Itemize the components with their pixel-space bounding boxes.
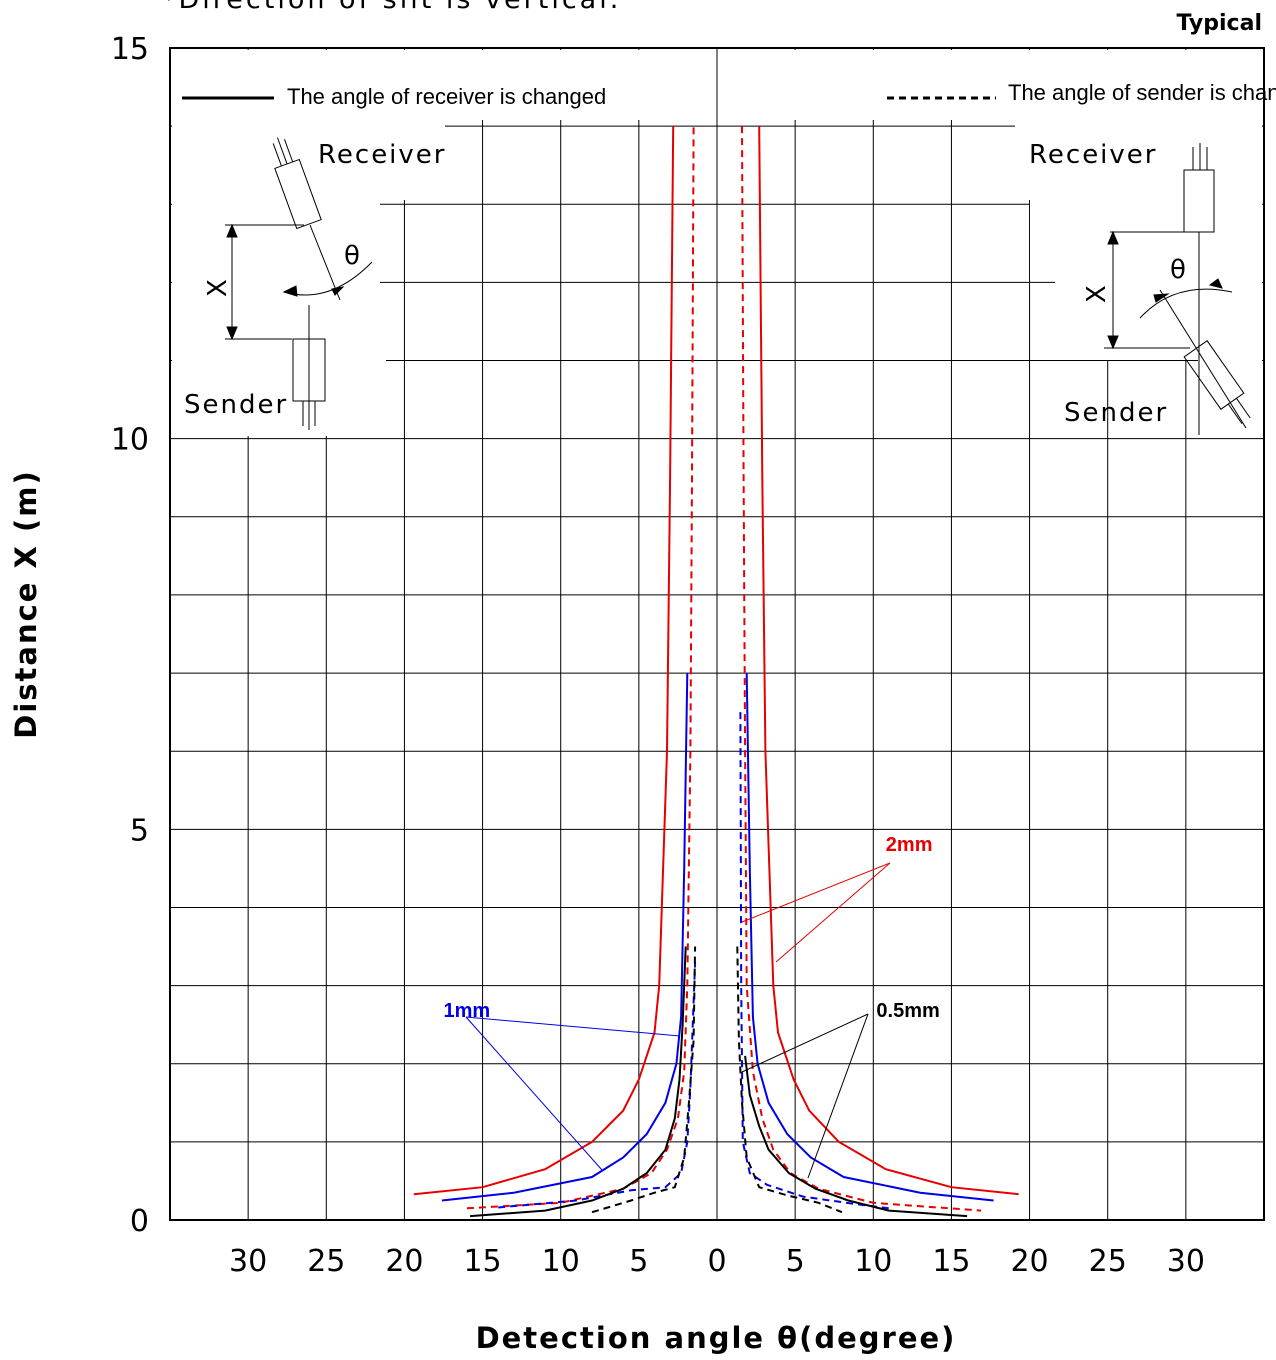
plot-frame [169, 47, 1265, 1221]
x-tick-label: 25 [307, 1244, 345, 1279]
x-tick-label: 15 [932, 1244, 970, 1279]
legend-dashed-text: The angle of sender is changed [1008, 80, 1276, 105]
series-labels: 2mm 1mm 0.5mm [444, 834, 940, 1022]
x-tick-label: 10 [854, 1244, 892, 1279]
x-tick-label: 15 [463, 1244, 501, 1279]
series-2mm-solid-right [758, 126, 1019, 1196]
series-1mm-dashed-right [739, 712, 890, 1210]
receiver-angle-diagram: Receiver X θ Sender [184, 137, 446, 430]
x-tick-label: 25 [1089, 1244, 1127, 1279]
series-2mm-dashed-right [741, 126, 982, 1212]
y-tick-label: 10 [111, 423, 149, 458]
x-tick-label: 5 [786, 1244, 805, 1279]
series-label-1mm: 1mm [444, 1000, 491, 1022]
y-tick-label: 0 [130, 1204, 149, 1239]
diagram-left-receiver-body [272, 137, 322, 230]
x-tick-label: 20 [1010, 1244, 1048, 1279]
x-tick-label: 20 [385, 1244, 423, 1279]
x-tick-label: 10 [542, 1244, 580, 1279]
series-1mm-dashed-left [498, 962, 697, 1209]
diagram-left-sender-body [292, 338, 326, 402]
series-0-5mm-solid-left [470, 946, 687, 1218]
diagram-right-theta-label: θ [1170, 255, 1188, 285]
series-2mm-dashed-left [466, 126, 695, 1210]
sender-angle-diagram: Receiver X θ Sender [1029, 140, 1251, 435]
y-tick-label: 15 [111, 32, 149, 67]
series-label-2mm: 2mm [886, 834, 933, 856]
x-axis-title: Detection angle θ(degree) [476, 1321, 957, 1355]
x-tick-label: 5 [629, 1244, 648, 1279]
diagram-right-x-label: X [1082, 283, 1112, 303]
x-tick-label: 0 [707, 1244, 726, 1279]
y-tick-labels: 0 5 10 15 [111, 32, 149, 1239]
series-label-0-5mm: 0.5mm [876, 1000, 939, 1022]
legend-solid-text: The angle of receiver is changed [287, 84, 606, 109]
diagram-right-sender-body [1183, 340, 1251, 425]
diagram-left-x-label: X [203, 277, 233, 297]
x-tick-label: 30 [229, 1244, 267, 1279]
series-0-5mm-dashed-left [591, 946, 697, 1214]
x-tick-labels: 30 25 20 15 10 5 0 5 10 15 20 25 30 [229, 1244, 1205, 1279]
series-1mm-solid-left [441, 673, 689, 1202]
typical-label: Typical [1177, 11, 1262, 36]
diagram-right-sender-label: Sender [1064, 398, 1168, 428]
series-layer [413, 126, 1019, 1218]
slit-direction-note: *Direction of slit is vertical. [162, 0, 621, 15]
diagram-left-theta-label: θ [344, 241, 362, 271]
y-tick-label: 5 [130, 813, 149, 848]
legend: The angle of receiver is changed The ang… [182, 80, 1276, 109]
x-tick-label: 30 [1167, 1244, 1205, 1279]
series-2mm-solid-left [413, 126, 675, 1196]
diagram-left-receiver-label: Receiver [318, 140, 446, 170]
y-axis-title: Distance X (m) [9, 469, 43, 739]
diagram-right-receiver-label: Receiver [1029, 140, 1157, 170]
label-leaders [465, 862, 891, 1179]
series-0-5mm-solid-right [744, 1055, 968, 1218]
diagram-left-sender-label: Sender [184, 390, 288, 420]
series-1mm-solid-right [745, 673, 994, 1202]
